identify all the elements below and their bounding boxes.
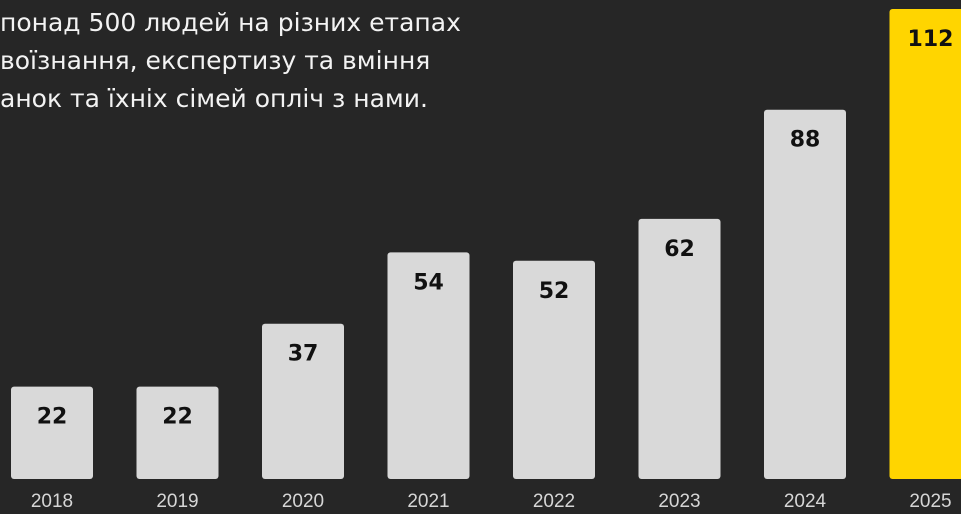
year-label-2024: 2024 — [784, 491, 827, 512]
year-label-2019: 2019 — [156, 491, 198, 512]
bar-2019 — [136, 386, 219, 479]
bar-2023 — [638, 218, 721, 480]
bar-2020 — [262, 323, 344, 479]
value-label-2022: 52 — [539, 279, 570, 304]
intro-line-2: воїзнання, експертизу та вміння — [0, 46, 431, 75]
intro-line-1: понад 500 людей на різних етапах — [0, 8, 461, 37]
intro-text: понад 500 людей на різних етапах воїзнан… — [0, 4, 461, 118]
value-label-2020: 37 — [288, 342, 319, 367]
value-label-2018: 22 — [37, 405, 68, 430]
bar-2022 — [513, 260, 595, 479]
year-label-2022: 2022 — [533, 491, 575, 512]
year-label-2018: 2018 — [31, 491, 73, 512]
year-label-2025: 2025 — [909, 491, 951, 512]
value-label-2021: 54 — [413, 270, 444, 295]
bar-2024 — [764, 109, 846, 479]
bar-2021 — [387, 252, 470, 479]
intro-line-3: анок та їхніх сімей опліч з нами. — [0, 84, 428, 113]
bar-2025 — [889, 9, 961, 479]
value-label-2025: 112 — [908, 27, 954, 52]
value-label-2024: 88 — [790, 128, 821, 153]
year-label-2023: 2023 — [658, 491, 700, 512]
year-label-2021: 2021 — [407, 491, 449, 512]
value-label-2023: 62 — [664, 237, 695, 262]
value-label-2019: 22 — [162, 405, 193, 430]
bar-2018 — [11, 386, 93, 479]
year-label-2020: 2020 — [282, 491, 324, 512]
